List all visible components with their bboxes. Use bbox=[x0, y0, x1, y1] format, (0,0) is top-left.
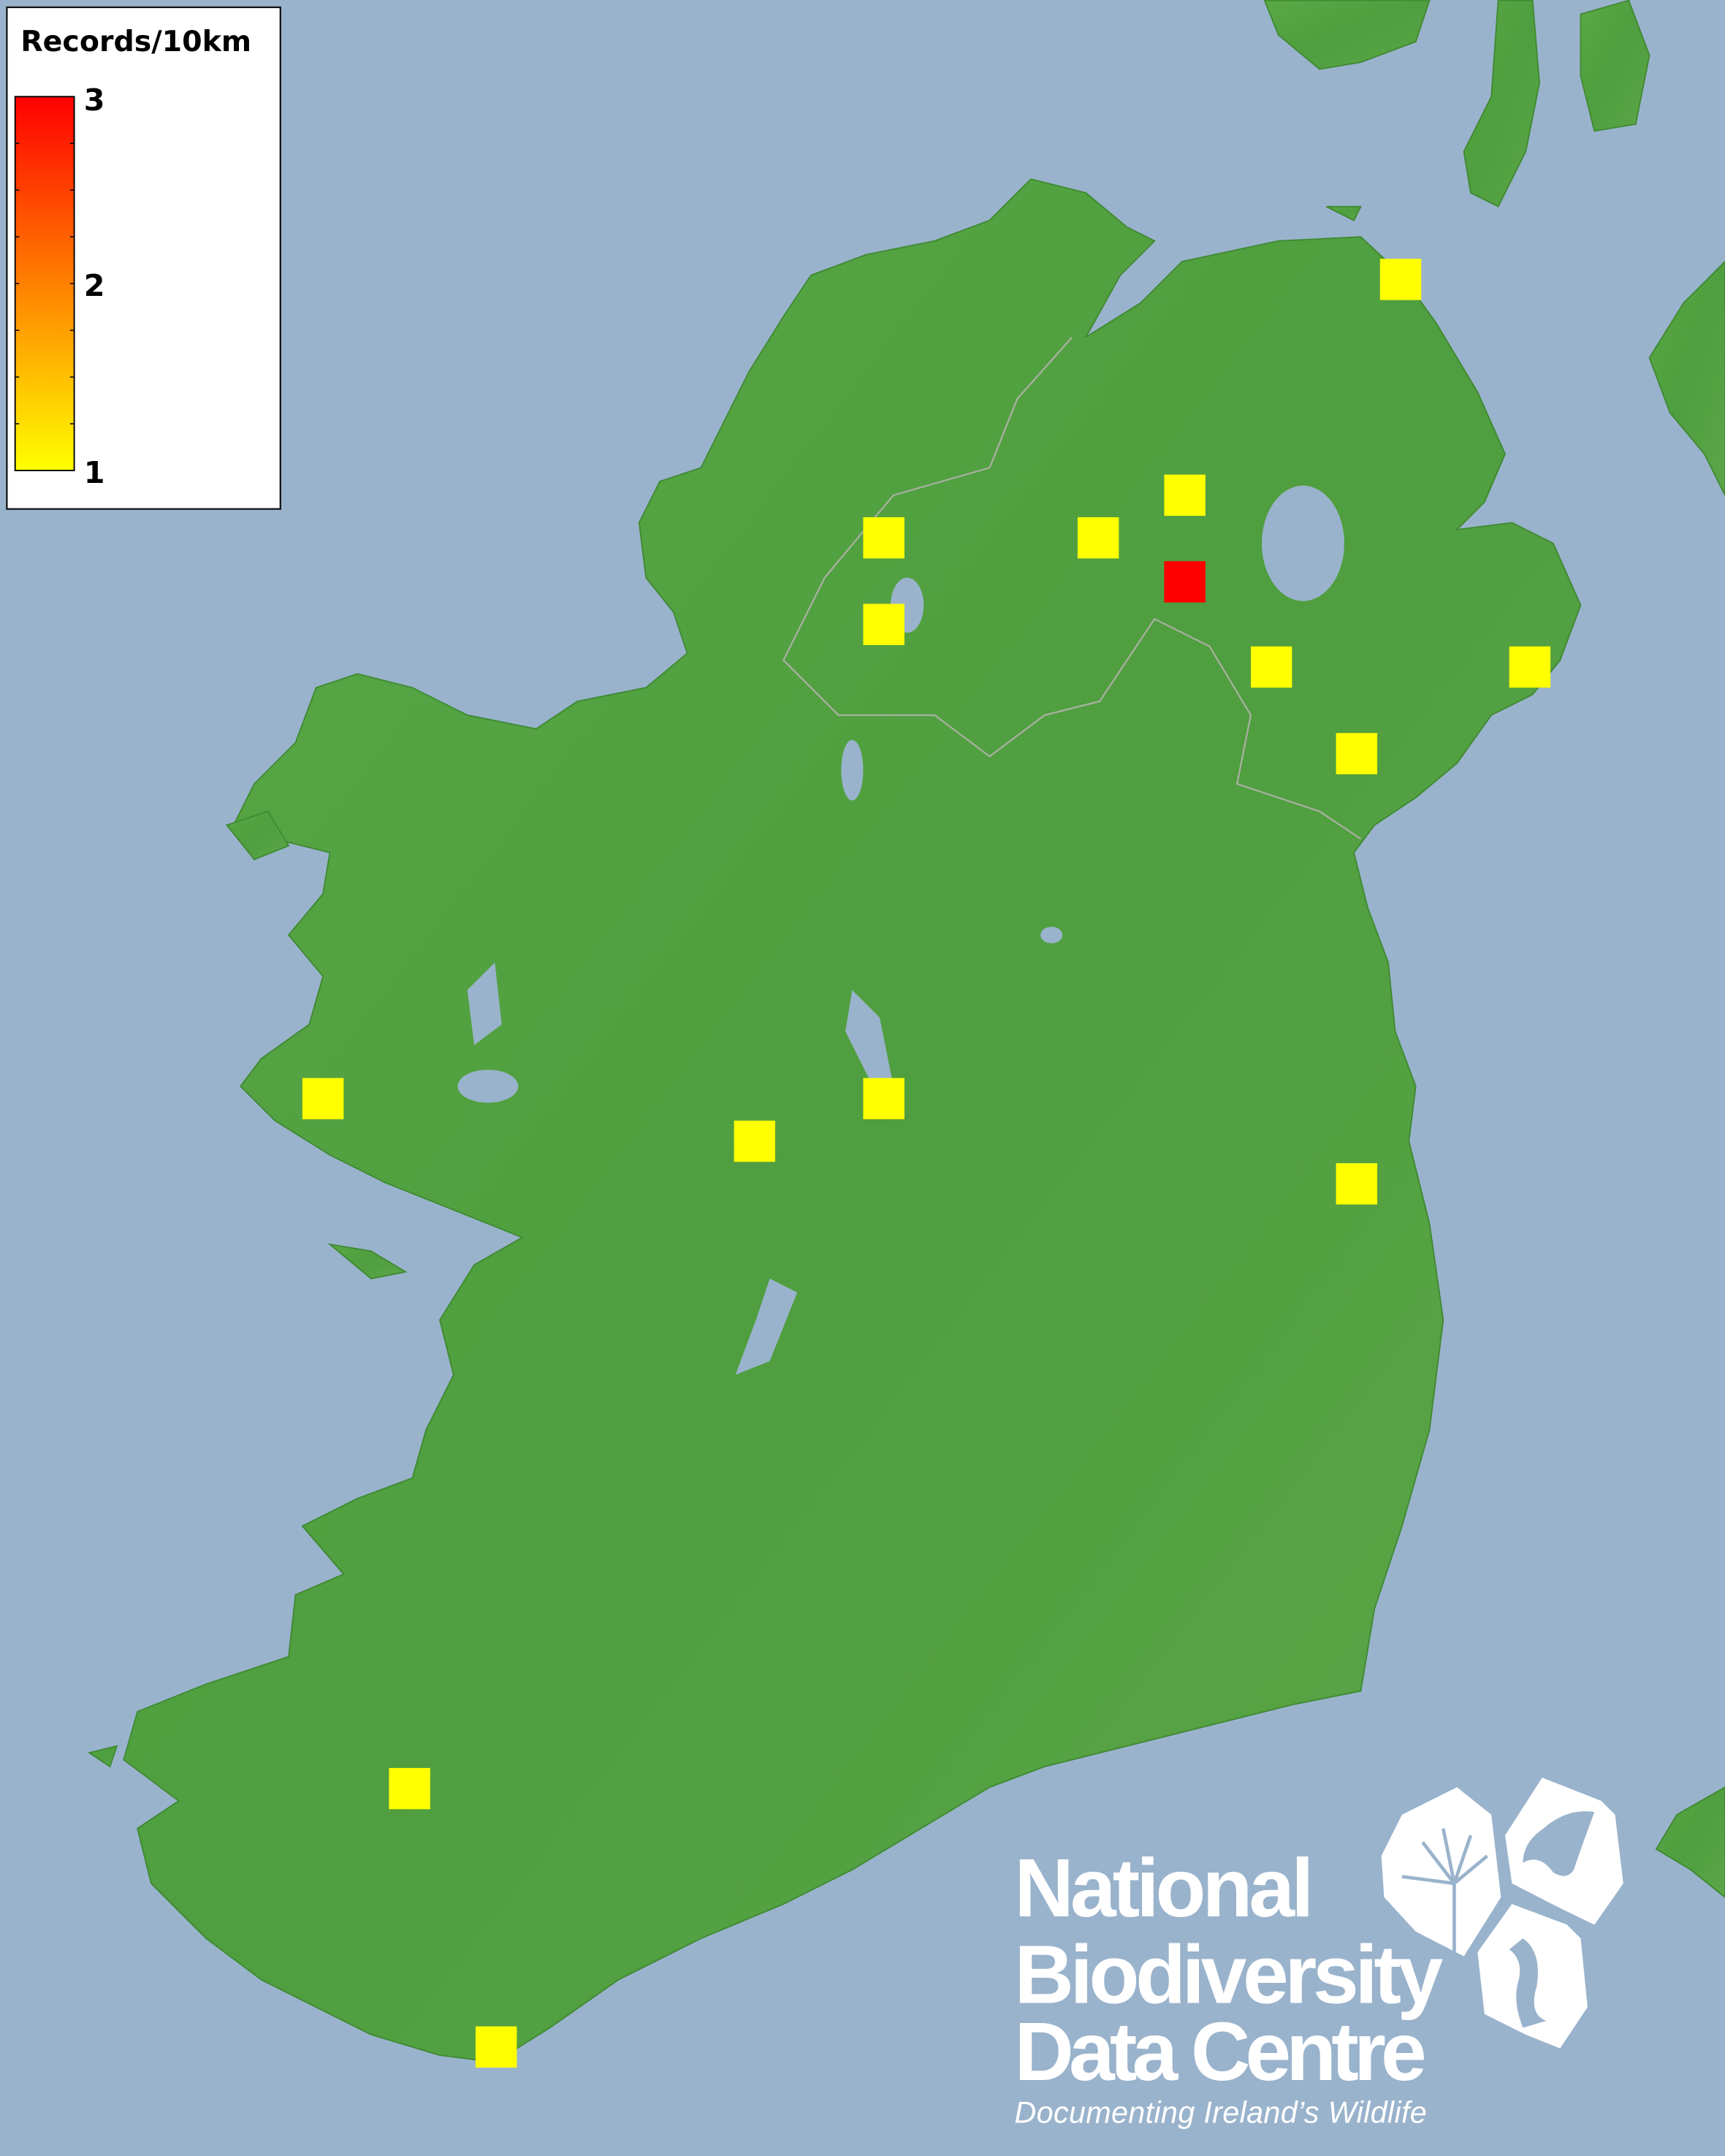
record-square bbox=[389, 1767, 430, 1810]
record-square bbox=[1077, 517, 1119, 559]
logo-tagline: Documenting Ireland’s Wildlife bbox=[1014, 2095, 1426, 2129]
legend-title: Records/10km bbox=[20, 25, 251, 58]
record-square bbox=[863, 517, 905, 559]
seahorse-icon bbox=[1477, 1904, 1588, 2049]
logo-line3: Data Centre bbox=[1014, 2005, 1426, 2098]
legend-label-mid: 2 bbox=[84, 268, 105, 303]
nbdc-logo: National Biodiversity Data Centre Docume… bbox=[1014, 1778, 1623, 2129]
legend-colorbar bbox=[14, 96, 75, 471]
record-square bbox=[1336, 733, 1378, 774]
record-square bbox=[863, 1078, 905, 1119]
record-square bbox=[302, 1078, 344, 1119]
record-square bbox=[863, 603, 905, 645]
record-square bbox=[1509, 646, 1551, 688]
record-square bbox=[1336, 1163, 1378, 1205]
ireland-landmass bbox=[123, 178, 1582, 2063]
record-square bbox=[1379, 259, 1422, 300]
islands bbox=[87, 205, 1362, 1768]
legend-label-min: 1 bbox=[84, 455, 105, 490]
logo-line1: National bbox=[1014, 1842, 1314, 1934]
logo-line2: Biodiversity bbox=[1014, 1929, 1443, 2021]
butterfly-icon bbox=[1504, 1778, 1623, 1925]
record-square bbox=[1164, 474, 1206, 517]
record-square bbox=[1164, 561, 1206, 603]
lakes bbox=[457, 485, 1344, 1375]
scotland-coast bbox=[1263, 0, 1725, 1898]
legend-label-max: 3 bbox=[84, 83, 105, 118]
record-squares bbox=[302, 259, 1551, 2068]
record-square bbox=[475, 2026, 517, 2068]
legend: Records/10km 3 2 1 bbox=[6, 6, 281, 510]
lough-neagh bbox=[1262, 485, 1344, 601]
record-square bbox=[734, 1120, 776, 1162]
record-square bbox=[1250, 646, 1292, 688]
border-line bbox=[782, 336, 1362, 840]
legend-ticks bbox=[15, 142, 75, 424]
plant-icon bbox=[1381, 1787, 1501, 1957]
